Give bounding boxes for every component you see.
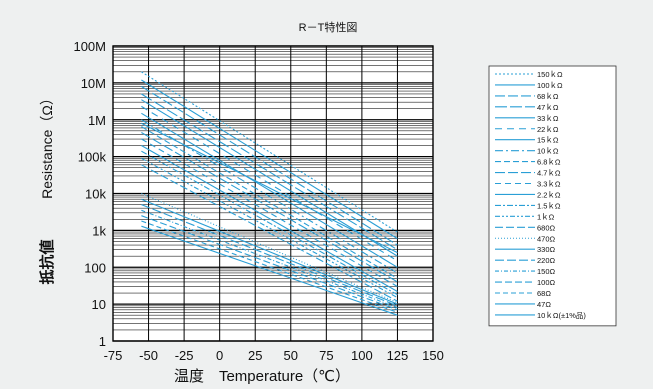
series-line-19: [141, 215, 398, 311]
legend-entry: 150ｋΩ: [537, 70, 563, 79]
series-line-2: [141, 85, 398, 246]
legend-entry: 68ｋΩ: [537, 92, 559, 101]
legend-entry: 4.7ｋΩ: [537, 169, 561, 178]
x-tick-label: 25: [248, 348, 262, 363]
series-line-21: [141, 225, 398, 316]
series-line-5: [141, 105, 398, 262]
legend-entry: 15ｋΩ: [537, 136, 559, 145]
legend-entry: 150Ω: [537, 267, 556, 276]
x-tick-label: -50: [139, 348, 158, 363]
legend-entry: 100ｋΩ: [537, 81, 563, 90]
series-line-4: [141, 99, 398, 257]
y-tick-label: 100: [84, 260, 106, 275]
legend-entry: 22ｋΩ: [537, 125, 559, 134]
legend-entry: 330Ω: [537, 245, 556, 254]
y-tick-label: 10M: [81, 76, 106, 91]
series-line-9: [141, 132, 398, 283]
legend-entry: 220Ω: [537, 256, 556, 265]
x-tick-label: 0: [216, 348, 223, 363]
x-tick-label: 125: [387, 348, 409, 363]
x-tick-label: -75: [104, 348, 123, 363]
series-line-12: [141, 150, 398, 296]
legend-entry: 470Ω: [537, 234, 556, 243]
series-lines: [141, 71, 398, 316]
legend-entry: 6.8ｋΩ: [537, 158, 561, 167]
series-line-1: [141, 79, 398, 240]
x-tick-label: -25: [175, 348, 194, 363]
x-tick-label: 100: [351, 348, 373, 363]
series-line-8: [141, 126, 398, 279]
series-line-18: [141, 209, 398, 309]
y-tick-label: 10: [92, 297, 106, 312]
y-tick-label: 10k: [85, 187, 106, 202]
legend-entry: 100Ω: [537, 278, 556, 287]
chart-title: R－T特性図: [299, 20, 358, 34]
x-tick-label: 50: [284, 348, 298, 363]
y-tick-label: 1: [99, 334, 106, 349]
series-line-17: [141, 204, 398, 307]
series-line-16: [141, 198, 398, 305]
x-tick-label: 150: [422, 348, 444, 363]
legend-entry: 2.2ｋΩ: [537, 190, 561, 199]
series-line-11: [141, 145, 398, 292]
y-tick-label: 1k: [92, 223, 106, 238]
legend-entry: 3.3ｋΩ: [537, 180, 561, 189]
plot-frame: [112, 45, 434, 342]
y-tick-label: 100k: [78, 150, 107, 165]
series-line-15: [141, 192, 398, 304]
y-tick-labels: 1 10 100 1k 10k 100k 1M 10M 100M: [73, 39, 106, 349]
x-tick-label: 75: [319, 348, 333, 363]
series-line-22: [141, 122, 398, 254]
legend-entry: 10ｋΩ(±1%品): [537, 311, 586, 320]
legend-entry: 680Ω: [537, 223, 556, 232]
legend-entry: 1ｋΩ: [537, 212, 555, 221]
legend-entry: 47Ω: [537, 300, 551, 309]
legend: 150ｋΩ 100ｋΩ 68ｋΩ 47ｋΩ 33ｋΩ 22ｋΩ 15ｋΩ 10ｋΩ 6.8ｋΩ 4…: [488, 65, 617, 327]
legend-entry: 68Ω: [537, 289, 551, 298]
legend-entry: 1.5ｋΩ: [537, 201, 561, 210]
legend-entry: 47ｋΩ: [537, 103, 559, 112]
series-line-14: [141, 164, 398, 302]
series-line-3: [141, 93, 398, 251]
x-tick-labels: -75 -50 -25 0 25 50 75 100 125 150: [104, 348, 444, 363]
y-axis-label-jp: 抵抗値: [38, 239, 56, 284]
x-axis-label: 温度 Temperature（℃）: [174, 368, 350, 385]
legend-entry: 33ｋΩ: [537, 114, 559, 123]
series-line-13: [141, 157, 398, 299]
y-axis-label-en: Resistance（Ω）: [39, 91, 55, 199]
legend-entry: 10ｋΩ: [537, 147, 559, 156]
y-tick-label: 1M: [88, 113, 106, 128]
series-line-20: [141, 220, 398, 313]
y-tick-label: 100M: [73, 39, 106, 54]
series-line-6: [141, 112, 398, 268]
